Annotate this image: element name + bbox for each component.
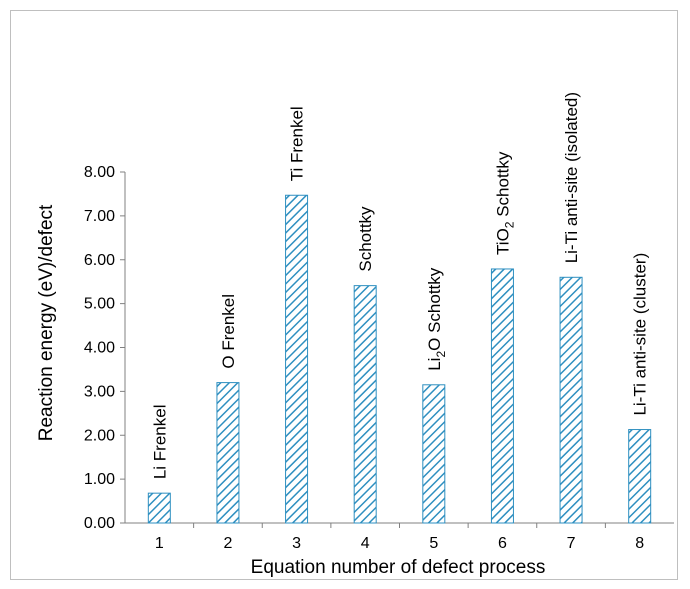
- y-tick-label: 6.00: [84, 252, 115, 269]
- bar-label-2: O Frenkel: [219, 294, 238, 369]
- bar-label-4: Schottky: [356, 206, 375, 272]
- x-tick-label: 8: [635, 535, 644, 552]
- x-tick-label: 2: [223, 535, 232, 552]
- y-tick-label: 4.00: [84, 340, 115, 357]
- bar-label-7: Li-Ti anti-site (isolated): [562, 92, 581, 263]
- y-tick-label: 2.00: [84, 427, 115, 444]
- bar-4: [353, 285, 377, 524]
- y-tick-label: 8.00: [84, 164, 115, 181]
- bar-7: [559, 276, 583, 524]
- bar-label-8: Li-Ti anti-site (cluster): [631, 253, 650, 416]
- x-tick-label: 4: [361, 535, 370, 552]
- bar-1: [147, 492, 171, 524]
- y-tick-label: 1.00: [84, 471, 115, 488]
- bar-8: [628, 429, 652, 524]
- bar-3: [285, 194, 309, 524]
- y-tick-label: 5.00: [84, 296, 115, 313]
- x-tick-label: 7: [567, 535, 576, 552]
- x-tick-label: 6: [498, 535, 507, 552]
- y-tick-label: 0.00: [84, 515, 115, 532]
- bar-label-6: TiO2 Schottky: [493, 151, 516, 255]
- x-tick-label: 1: [155, 535, 164, 552]
- bar-5: [422, 384, 446, 524]
- y-tick-label: 7.00: [84, 208, 115, 225]
- bar-label-3: Ti Frenkel: [288, 106, 307, 181]
- y-axis-title: Reaction energy (eV)/defect: [36, 204, 57, 441]
- y-tick-label: 3.00: [84, 383, 115, 400]
- bar-2: [216, 382, 240, 524]
- bar-6: [490, 268, 514, 524]
- x-tick-label: 5: [429, 535, 438, 552]
- x-axis-title: Equation number of defect process: [251, 557, 546, 578]
- bar-label-5: Li2O Schottky: [425, 267, 448, 371]
- bar-label-1: Li Frenkel: [150, 405, 169, 480]
- x-tick-label: 3: [292, 535, 301, 552]
